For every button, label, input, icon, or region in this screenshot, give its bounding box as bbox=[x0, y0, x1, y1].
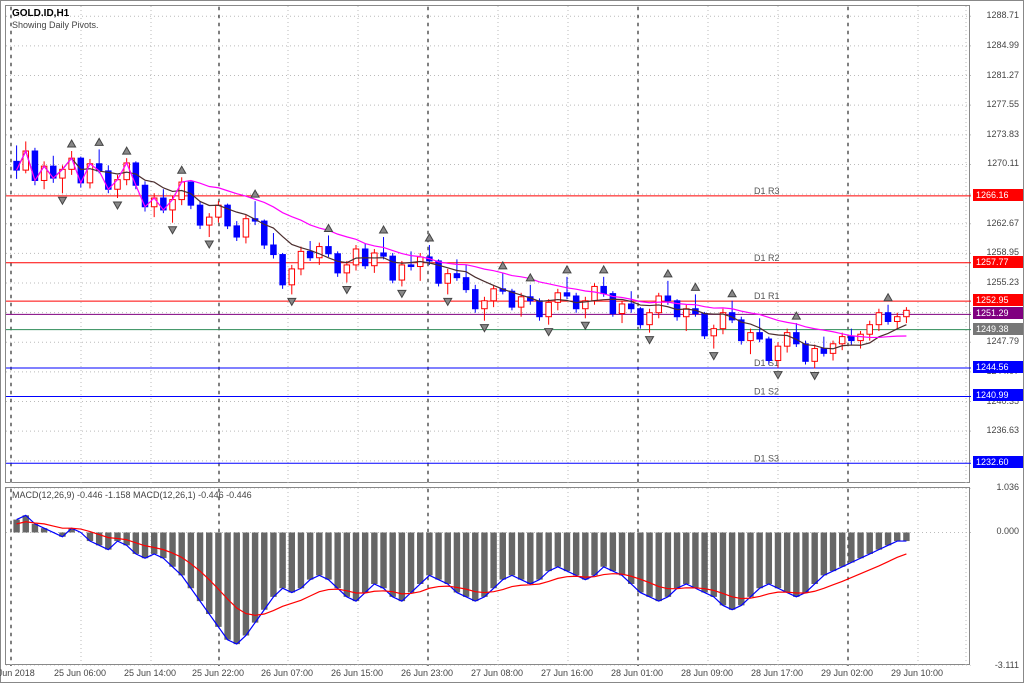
price-canvas: D1 R3D1 R2D1 R1D1 S1D1 S2D1 S3 bbox=[6, 6, 971, 484]
svg-text:D1 R3: D1 R3 bbox=[754, 186, 780, 196]
svg-text:D1 S3: D1 S3 bbox=[754, 453, 779, 463]
price-label: 1249.38 bbox=[973, 323, 1023, 335]
price-tick: 1255.23 bbox=[986, 277, 1019, 287]
time-tick: 25 Jun 22:00 bbox=[192, 668, 244, 678]
price-tick: 1288.71 bbox=[986, 10, 1019, 20]
price-label: 1232.60 bbox=[973, 456, 1023, 468]
price-label: 1252.95 bbox=[973, 294, 1023, 306]
chart-subtitle: Showing Daily Pivots. bbox=[12, 20, 99, 30]
time-tick: 26 Jun 15:00 bbox=[331, 668, 383, 678]
macd-tick: 1.036 bbox=[996, 482, 1019, 492]
time-tick: 25 Jun 14:00 bbox=[124, 668, 176, 678]
price-label: 1257.77 bbox=[973, 256, 1023, 268]
time-tick: 29 Jun 02:00 bbox=[821, 668, 873, 678]
macd-y-axis: -3.1110.0001.036 bbox=[971, 487, 1023, 665]
time-tick: 27 Jun 16:00 bbox=[541, 668, 593, 678]
price-tick: 1284.99 bbox=[986, 40, 1019, 50]
svg-text:D1 S2: D1 S2 bbox=[754, 386, 779, 396]
main-price-panel[interactable]: GOLD.ID,H1 Showing Daily Pivots. D1 R3 D1… bbox=[5, 5, 970, 483]
time-tick: 28 Jun 17:00 bbox=[751, 668, 803, 678]
price-tick: 1273.83 bbox=[986, 129, 1019, 139]
svg-text:D1 R2: D1 R2 bbox=[754, 253, 780, 263]
price-y-axis: 1232.911236.631240.351244.071247.791251.… bbox=[971, 5, 1023, 483]
chart-title: GOLD.ID,H1 bbox=[12, 8, 69, 19]
svg-text:D1 R1: D1 R1 bbox=[754, 291, 780, 301]
macd-canvas bbox=[6, 488, 971, 666]
time-tick: 26 Jun 07:00 bbox=[261, 668, 313, 678]
time-tick: 29 Jun 10:00 bbox=[891, 668, 943, 678]
price-label: 1240.99 bbox=[973, 389, 1023, 401]
price-tick: 1281.27 bbox=[986, 70, 1019, 80]
price-tick: 1236.63 bbox=[986, 425, 1019, 435]
macd-label: MACD(12,26,9) -0.446 -1.158 MACD(12,26,1… bbox=[12, 490, 252, 500]
macd-tick: 0.000 bbox=[996, 526, 1019, 536]
price-tick: 1247.79 bbox=[986, 336, 1019, 346]
price-tick: 1270.11 bbox=[987, 158, 1019, 168]
time-x-axis: 22 Jun 201825 Jun 06:0025 Jun 14:0025 Ju… bbox=[5, 666, 970, 680]
price-tick: 1262.67 bbox=[986, 218, 1019, 228]
time-tick: 27 Jun 08:00 bbox=[471, 668, 523, 678]
price-label: 1251.29 bbox=[973, 307, 1023, 319]
time-tick: 28 Jun 01:00 bbox=[611, 668, 663, 678]
price-tick: 1277.55 bbox=[986, 99, 1019, 109]
price-label: 1266.16 bbox=[973, 189, 1023, 201]
chart-root: GOLD.ID,H1 Showing Daily Pivots. D1 R3 D1… bbox=[0, 0, 1024, 683]
price-label: 1244.56 bbox=[973, 361, 1023, 373]
time-tick: 26 Jun 23:00 bbox=[401, 668, 453, 678]
macd-panel[interactable]: MACD(12,26,9) -0.446 -1.158 MACD(12,26,1… bbox=[5, 487, 970, 665]
time-tick: 28 Jun 09:00 bbox=[681, 668, 733, 678]
macd-tick: -3.111 bbox=[995, 660, 1019, 670]
time-tick: 25 Jun 06:00 bbox=[54, 668, 106, 678]
time-tick: 22 Jun 2018 bbox=[0, 668, 35, 678]
